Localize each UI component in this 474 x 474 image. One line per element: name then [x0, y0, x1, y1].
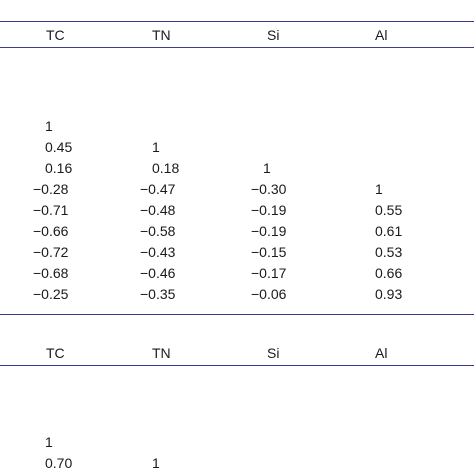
table-cell: 0.55 [375, 202, 403, 218]
table-cell: −0.66 [33, 223, 69, 239]
table-cell: 0.53 [375, 244, 403, 260]
column-header-tc: TC [46, 27, 65, 43]
table-cell: −0.17 [251, 265, 287, 281]
table-cell: 0.70 [45, 455, 73, 471]
table-cell: −0.19 [251, 223, 287, 239]
column-header-tn: TN [152, 345, 171, 361]
table-cell: −0.15 [251, 244, 287, 260]
table-cell: −0.71 [33, 202, 69, 218]
table-cell: −0.35 [140, 286, 176, 302]
column-header-al: Al [375, 345, 388, 361]
column-header-si: Si [267, 27, 280, 43]
table-cell: 1 [152, 455, 160, 471]
table-cell: 1 [263, 160, 271, 176]
table-cell: 1 [45, 434, 53, 450]
table1-top-rule [0, 21, 474, 22]
table-cell: −0.25 [33, 286, 69, 302]
table-cell: −0.58 [140, 223, 176, 239]
column-header-si: Si [267, 345, 280, 361]
column-header-tn: TN [152, 27, 171, 43]
table-cell: −0.48 [140, 202, 176, 218]
table-cell: 0.18 [152, 160, 180, 176]
table-cell: 0.61 [375, 223, 403, 239]
table-cell: 0.66 [375, 265, 403, 281]
table-cell: −0.30 [251, 181, 287, 197]
table-cell: −0.19 [251, 202, 287, 218]
table-cell: −0.06 [251, 286, 287, 302]
table-cell: −0.43 [140, 244, 176, 260]
table-cell: 0.45 [45, 139, 73, 155]
table1-bottom-rule [0, 314, 474, 315]
table-cell: 1 [375, 181, 383, 197]
column-header-al: Al [375, 27, 388, 43]
table-cell: 0.93 [375, 286, 403, 302]
table-cell: −0.46 [140, 265, 176, 281]
table-cell: −0.68 [33, 265, 69, 281]
table-cell: 0.16 [45, 160, 73, 176]
table-cell: −0.72 [33, 244, 69, 260]
table-cell: 1 [152, 139, 160, 155]
column-header-tc: TC [46, 345, 65, 361]
table2-header-rule [0, 365, 474, 366]
table-cell: 1 [45, 118, 53, 134]
table-cell: −0.47 [140, 181, 176, 197]
table1-header-rule [0, 47, 474, 48]
table-cell: −0.28 [33, 181, 69, 197]
